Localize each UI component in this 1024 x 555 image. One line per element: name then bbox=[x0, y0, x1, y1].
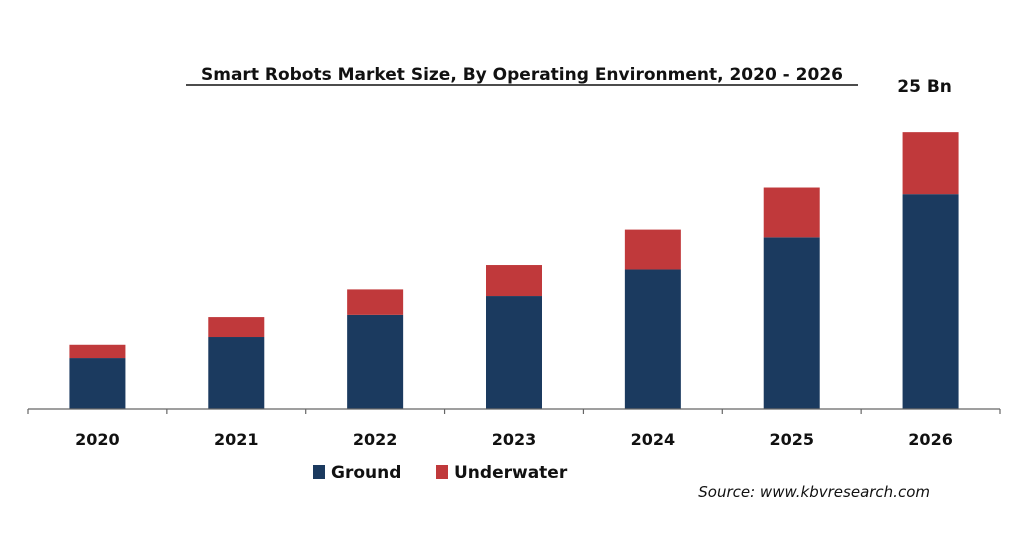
source-note: Source: www.kbvresearch.com bbox=[698, 483, 930, 501]
bar-ground-2026 bbox=[902, 194, 959, 409]
x-tick-label: 2020 bbox=[75, 430, 120, 449]
x-tick-label: 2025 bbox=[769, 430, 814, 449]
bar-underwater-2020 bbox=[69, 344, 126, 359]
bar-underwater-2023 bbox=[486, 265, 542, 297]
bar-ground-2022 bbox=[347, 314, 404, 409]
chart-title: Smart Robots Market Size, By Operating E… bbox=[201, 65, 843, 85]
x-axis-ticks bbox=[27, 409, 1001, 414]
legend: Ground Underwater bbox=[313, 463, 568, 483]
legend-swatch-ground bbox=[313, 465, 325, 479]
bar-underwater-2021 bbox=[208, 317, 265, 338]
bar-underwater-2022 bbox=[347, 289, 404, 315]
x-tick-label: 2021 bbox=[214, 430, 259, 449]
bar-ground-2024 bbox=[624, 269, 681, 409]
bar-ground-2023 bbox=[486, 296, 542, 409]
bar-ground-2025 bbox=[763, 237, 820, 409]
x-tick-label: 2026 bbox=[908, 430, 953, 449]
x-tick-label: 2022 bbox=[353, 430, 398, 449]
x-tick-label: 2024 bbox=[631, 430, 676, 449]
legend-swatch-underwater bbox=[436, 465, 448, 479]
x-tick-label: 2023 bbox=[492, 430, 537, 449]
legend-label-underwater: Underwater bbox=[454, 463, 568, 483]
bar-underwater-2025 bbox=[763, 187, 820, 238]
total-annotation: 25 Bn bbox=[897, 77, 952, 97]
legend-label-ground: Ground bbox=[331, 463, 401, 483]
bar-underwater-2024 bbox=[624, 229, 681, 270]
bar-underwater-2026 bbox=[902, 132, 959, 195]
bars-group bbox=[69, 132, 959, 409]
bar-ground-2021 bbox=[208, 337, 265, 409]
bar-ground-2020 bbox=[69, 358, 126, 409]
x-axis-tick-labels: 2020 2021 2022 2023 2024 2025 2026 bbox=[75, 430, 953, 449]
